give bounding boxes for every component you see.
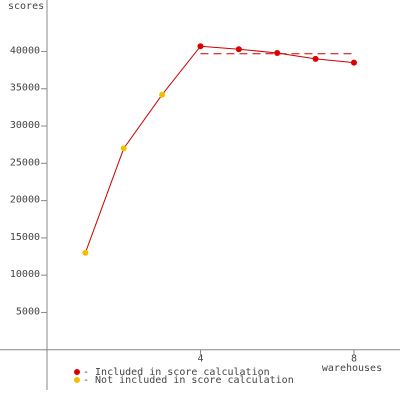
data-point [350,59,357,66]
data-point [197,43,204,50]
y-tick-label: 20000 [10,195,40,206]
legend-marker [74,369,80,375]
data-point [120,145,127,152]
legend-label: - Included in score calculation [83,367,270,378]
x-axis-label: warehouses [322,363,382,374]
data-point [159,91,166,98]
data-point [274,49,281,56]
y-axis-label: scores [8,1,44,12]
x-tick-label: 4 [197,354,203,365]
y-tick-label: 5000 [16,306,40,317]
x-tick-label: 8 [351,354,357,365]
y-tick-label: 30000 [10,120,40,131]
y-tick-label: 40000 [10,45,40,56]
y-tick-label: 15000 [10,232,40,243]
y-tick-label: 35000 [10,83,40,94]
data-point [82,249,89,256]
data-point [312,55,319,62]
legend-marker [74,377,80,383]
series-line [84,45,355,253]
legend-label: - Not included in score calculation [83,375,294,386]
y-tick-label: 25000 [10,157,40,168]
data-point [235,46,242,53]
y-tick-label: 10000 [10,269,40,280]
